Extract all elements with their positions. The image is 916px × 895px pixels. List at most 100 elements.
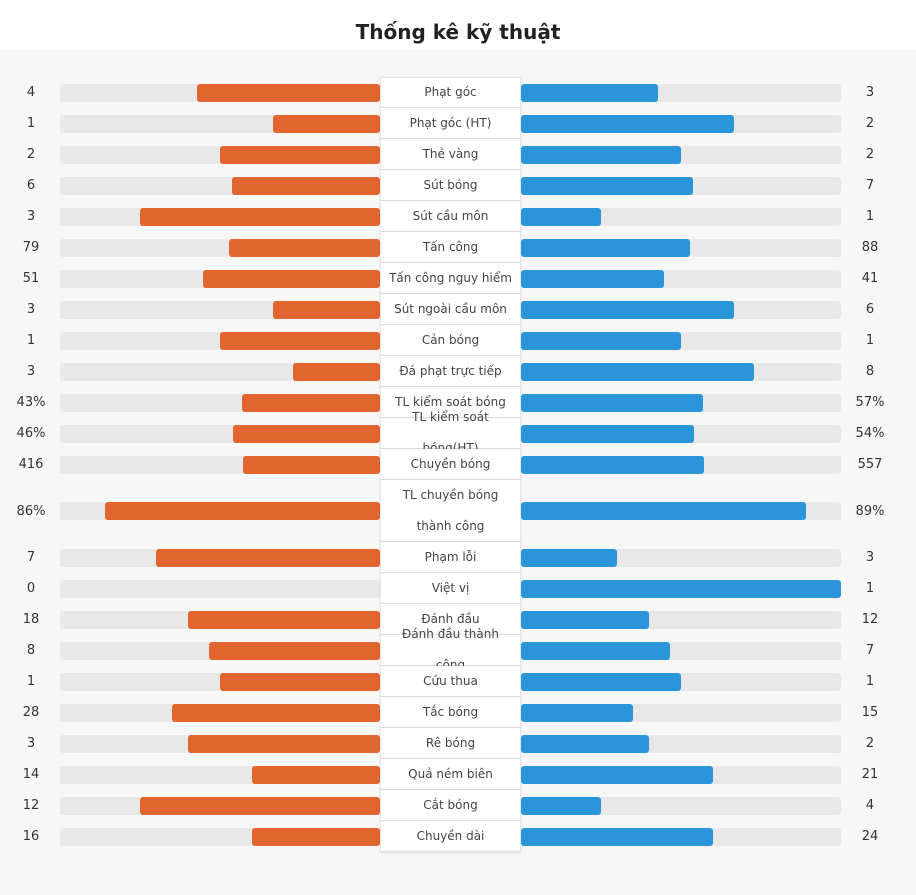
away-bar xyxy=(521,83,659,102)
away-value: 8 xyxy=(865,364,875,379)
away-bar xyxy=(521,145,681,164)
page-title: Thống kê kỹ thuật xyxy=(355,20,561,44)
away-bar xyxy=(521,331,681,350)
away-value: 1 xyxy=(865,674,875,689)
home-value: 3 xyxy=(26,302,36,317)
stat-label: Cứu thua xyxy=(380,666,521,697)
away-bar xyxy=(521,176,694,195)
away-value: 2 xyxy=(865,147,875,162)
away-value: 7 xyxy=(865,178,875,193)
home-bar xyxy=(188,610,380,629)
home-bar-track xyxy=(60,796,380,815)
stat-label: Cắt bóng xyxy=(380,790,521,821)
stat-label: Chuyền bóng xyxy=(380,449,521,480)
away-value: 88 xyxy=(861,240,879,255)
home-value: 3 xyxy=(26,209,36,224)
home-bar-track xyxy=(60,362,380,381)
away-bar-track xyxy=(521,331,841,350)
home-bar xyxy=(220,672,380,691)
away-bar xyxy=(521,455,705,474)
away-bar-track xyxy=(521,610,841,629)
away-bar-track xyxy=(521,269,841,288)
stat-label: Rê bóng xyxy=(380,728,521,759)
away-value: 24 xyxy=(861,829,879,844)
stat-row: 0 Việt vị 1 xyxy=(0,573,916,604)
home-bar xyxy=(156,548,380,567)
home-bar-track xyxy=(60,703,380,722)
stat-label: Quả ném biên xyxy=(380,759,521,790)
stat-row: 8 Đánh đầu thành công 7 xyxy=(0,627,916,672)
home-value: 12 xyxy=(22,798,40,813)
home-bar-track xyxy=(60,548,380,567)
stat-row: 79 Tấn công 88 xyxy=(0,232,916,263)
home-bar-track xyxy=(60,579,380,598)
home-bar-track xyxy=(60,502,380,520)
home-bar-track xyxy=(60,455,380,474)
stat-row: 3 Rê bóng 2 xyxy=(0,728,916,759)
away-bar-track xyxy=(521,703,841,722)
stat-label: Sút bóng xyxy=(380,170,521,201)
away-bar-track xyxy=(521,765,841,784)
away-bar-track xyxy=(521,176,841,195)
home-bar xyxy=(220,145,380,164)
away-value: 54% xyxy=(855,426,885,441)
away-value: 3 xyxy=(865,550,875,565)
stat-label: Đá phạt trực tiếp xyxy=(380,356,521,387)
away-bar xyxy=(521,269,664,288)
home-value: 1 xyxy=(26,116,36,131)
stat-row: 3 Đá phạt trực tiếp 8 xyxy=(0,356,916,387)
home-bar-track xyxy=(60,238,380,257)
home-bar-track xyxy=(60,641,380,660)
home-value: 46% xyxy=(16,426,46,441)
stat-row: 7 Phạm lỗi 3 xyxy=(0,542,916,573)
home-bar-track xyxy=(60,393,380,412)
home-value: 2 xyxy=(26,147,36,162)
stat-row: 46% TL kiểm soát bóng(HT) 54% xyxy=(0,410,916,455)
stat-row: 18 Đánh đầu 12 xyxy=(0,604,916,635)
home-bar-track xyxy=(60,672,380,691)
stat-label: Đánh đầu thành công xyxy=(380,627,521,672)
away-bar xyxy=(521,827,713,846)
away-value: 6 xyxy=(865,302,875,317)
home-value: 6 xyxy=(26,178,36,193)
stat-label: TL kiểm soát bóng(HT) xyxy=(380,410,521,455)
home-bar-track xyxy=(60,176,380,195)
stat-label: Đánh đầu xyxy=(380,604,521,635)
away-bar-track xyxy=(521,424,841,443)
home-bar-track xyxy=(60,424,380,443)
home-bar-track xyxy=(60,331,380,350)
away-bar xyxy=(521,610,649,629)
away-bar-track xyxy=(521,393,841,412)
home-bar-track xyxy=(60,114,380,133)
stat-label: Sút cầu môn xyxy=(380,201,521,232)
home-bar-track xyxy=(60,765,380,784)
stat-row: 1 Phạt góc (HT) 2 xyxy=(0,108,916,139)
home-value: 8 xyxy=(26,643,36,658)
away-value: 41 xyxy=(861,271,879,286)
stat-label: TL chuyền bóng thành công xyxy=(380,480,521,542)
away-bar-track xyxy=(521,145,841,164)
away-bar-track xyxy=(521,238,841,257)
stat-row: 3 Sút cầu môn 1 xyxy=(0,201,916,232)
stat-row: 6 Sút bóng 7 xyxy=(0,170,916,201)
home-value: 28 xyxy=(22,705,40,720)
stat-row: 16 Chuyền dài 24 xyxy=(0,821,916,852)
home-bar xyxy=(242,393,380,412)
home-bar xyxy=(228,238,380,257)
stat-row: 2 Thẻ vàng 2 xyxy=(0,139,916,170)
away-bar-track xyxy=(521,300,841,319)
stat-label: Sút ngoài cầu môn xyxy=(380,294,521,325)
away-bar-track xyxy=(521,362,841,381)
home-bar xyxy=(232,176,380,195)
stat-row: 12 Cắt bóng 4 xyxy=(0,790,916,821)
away-bar xyxy=(521,672,681,691)
home-value: 3 xyxy=(26,364,36,379)
home-value: 7 xyxy=(26,550,36,565)
away-value: 557 xyxy=(857,457,883,472)
away-value: 12 xyxy=(861,612,879,627)
home-bar-track xyxy=(60,207,380,226)
stat-label: Tấn công nguy hiểm xyxy=(380,263,521,294)
away-bar xyxy=(521,796,601,815)
home-value: 4 xyxy=(26,85,36,100)
stat-row: 1 Cứu thua 1 xyxy=(0,666,916,697)
